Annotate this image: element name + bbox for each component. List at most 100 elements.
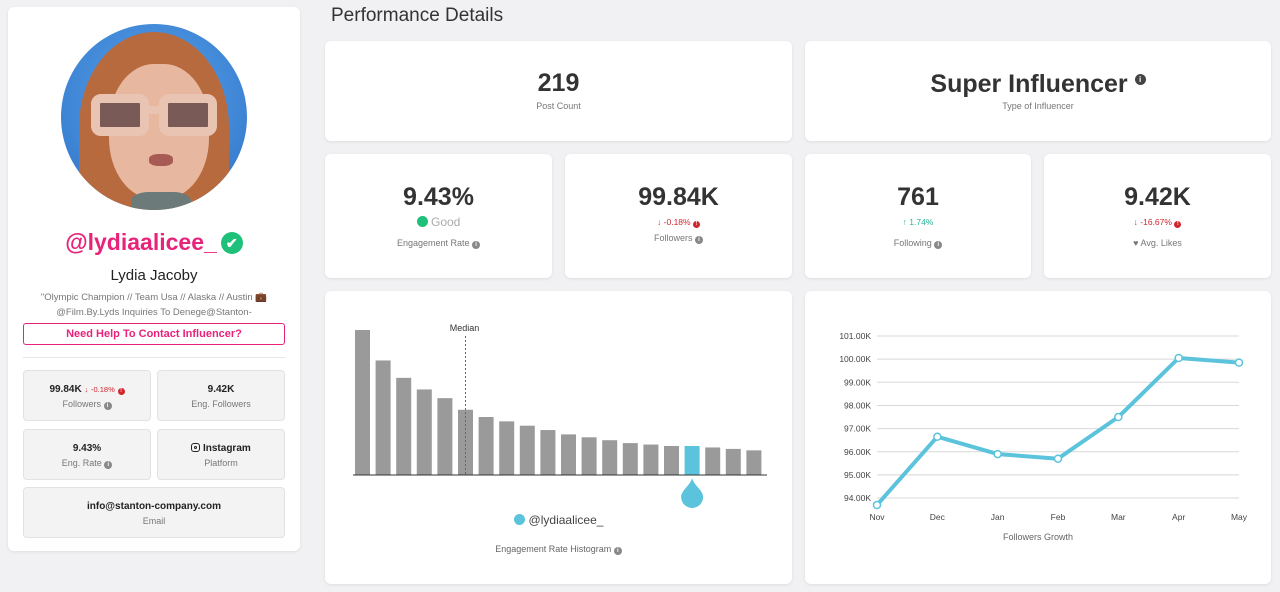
- avg-likes-card: 9.42K ↓ -16.67% ! ♥ Avg. Likes: [1044, 154, 1271, 278]
- y-tick-label: 101.00K: [839, 331, 871, 341]
- profile-handle-row: @lydiaalicee_ ✔: [8, 229, 300, 256]
- engagement-rate-card: 9.43% Good Engagement Rate i: [325, 154, 552, 278]
- stat-eng-followers-label: Eng. Followers: [191, 399, 251, 409]
- histogram-bar[interactable]: [478, 417, 494, 475]
- x-tick-label: Dec: [930, 512, 946, 522]
- histogram-legend[interactable]: @lydiaalicee_: [325, 513, 792, 527]
- stat-eng-followers-value: 9.42K: [207, 384, 235, 395]
- avg-likes-value: 9.42K: [1124, 183, 1191, 211]
- histogram-bar[interactable]: [705, 447, 721, 475]
- y-tick-label: 97.00K: [844, 424, 871, 434]
- legend-label: @lydiaalicee_: [528, 513, 604, 527]
- info-icon[interactable]: i: [695, 236, 704, 244]
- data-point[interactable]: [993, 449, 1002, 459]
- histogram-card: Median @lydiaalicee_ Engagement Rate His…: [325, 291, 792, 584]
- post-count-value: 219: [537, 69, 580, 97]
- histogram-bar[interactable]: [664, 446, 679, 475]
- following-label: Following: [893, 238, 932, 248]
- data-point[interactable]: [1053, 454, 1063, 463]
- data-point[interactable]: [1174, 353, 1183, 363]
- arrow-down-icon: ↓: [84, 385, 89, 394]
- followers-growth-card: 94.00K 95.00K 96.00K 97.00K 98.00K 99.00K 100.…: [805, 291, 1271, 584]
- x-tick-label: Mar: [1111, 512, 1126, 522]
- histogram-bar[interactable]: [725, 448, 741, 475]
- info-icon[interactable]: i: [103, 402, 112, 410]
- y-tick-label: 99.00K: [844, 377, 871, 387]
- info-icon[interactable]: i: [934, 241, 943, 249]
- engagement-quality-row: Good: [325, 215, 552, 229]
- histogram-bar[interactable]: [581, 437, 597, 475]
- x-tick-label: Apr: [1172, 512, 1185, 522]
- followers-growth-title: Followers Growth: [1002, 532, 1074, 542]
- y-tick-label: 98.00K: [844, 400, 871, 410]
- followers-change-row: ↓ -0.18% !: [565, 217, 792, 228]
- stat-eng-rate-value: 9.43%: [72, 443, 102, 454]
- histogram-bar[interactable]: [437, 398, 453, 475]
- histogram-bar-highlight[interactable]: [684, 446, 700, 475]
- profile-name: Lydia Jacoby: [110, 267, 198, 284]
- following-card: 761 ↑ 1.74% Following i: [805, 154, 1031, 278]
- histogram-bar[interactable]: [602, 440, 618, 475]
- arrow-up-icon: ↑: [902, 217, 907, 227]
- stat-platform-label: Platform: [204, 458, 238, 468]
- influencer-type-value: Super Influencer: [930, 70, 1128, 98]
- info-icon[interactable]: i: [613, 547, 622, 555]
- y-tick-label: 100.00K: [839, 354, 871, 364]
- bio-line-1: "Olympic Champion // Team Usa // Alaska …: [40, 292, 268, 303]
- stat-email-value[interactable]: info@stanton-company.com: [86, 501, 221, 512]
- influencer-type-label: Type of Influencer: [1002, 101, 1074, 111]
- followers-growth-chart: 94.00K 95.00K 96.00K 97.00K 98.00K 99.00K 100.…: [839, 331, 1247, 522]
- x-tick-label: Nov: [869, 512, 885, 522]
- histogram-bar[interactable]: [622, 443, 638, 475]
- influencer-type-row: Super Influencer i: [805, 70, 1271, 99]
- profile-handle[interactable]: @lydiaalicee_: [65, 229, 217, 255]
- contact-influencer-button[interactable]: Need Help To Contact Influencer?: [23, 323, 285, 345]
- following-label-row: Following i: [805, 238, 1031, 249]
- followers-label: Followers: [653, 233, 693, 243]
- highlight-marker: [681, 478, 704, 508]
- stat-eng-rate: 9.43% Eng. Rate i: [23, 429, 151, 480]
- info-icon[interactable]: i: [1134, 74, 1146, 85]
- data-point[interactable]: [1114, 412, 1123, 422]
- y-tick-label: 94.00K: [844, 493, 871, 503]
- histogram-bar[interactable]: [499, 421, 515, 475]
- data-point[interactable]: [1234, 358, 1244, 367]
- arrow-down-icon: ↓: [1133, 217, 1138, 227]
- engagement-rate-label: Engagement Rate: [396, 238, 470, 248]
- good-status-icon: [416, 216, 428, 227]
- followers-change: -0.18%: [663, 217, 691, 227]
- following-change: 1.74%: [909, 217, 934, 227]
- page-title: Performance Details: [331, 5, 504, 26]
- histogram-bar[interactable]: [458, 409, 473, 475]
- data-point[interactable]: [872, 500, 882, 510]
- stat-followers-value: 99.84K: [49, 384, 82, 395]
- info-icon[interactable]: i: [472, 241, 481, 249]
- alert-icon: !: [692, 221, 700, 228]
- stat-platform: Instagram Platform: [157, 429, 285, 480]
- histogram-bar[interactable]: [375, 360, 391, 475]
- stat-followers: 99.84K ↓ -0.18% ! Followers i: [23, 370, 151, 421]
- arrow-down-icon: ↓: [657, 217, 662, 227]
- x-tick-label: Jan: [991, 512, 1005, 522]
- data-point[interactable]: [933, 432, 942, 441]
- histogram-bar[interactable]: [561, 434, 576, 475]
- profile-card: @lydiaalicee_ ✔ Lydia Jacoby "Olympic Cha…: [8, 7, 300, 551]
- stat-eng-rate-label: Eng. Rate: [61, 458, 102, 468]
- stat-email: info@stanton-company.com Email: [23, 487, 285, 538]
- avg-likes-change-row: ↓ -16.67% !: [1044, 217, 1271, 228]
- histogram-bar[interactable]: [416, 389, 432, 475]
- histogram-bar[interactable]: [355, 330, 370, 475]
- stat-platform-value: Instagram: [202, 443, 251, 454]
- followers-series-line: [875, 355, 1240, 507]
- histogram-bar[interactable]: [396, 377, 412, 475]
- histogram-bar[interactable]: [746, 450, 762, 475]
- stat-followers-change: -0.18%: [91, 385, 115, 394]
- divider: [23, 357, 285, 358]
- info-icon[interactable]: i: [104, 461, 113, 469]
- followers-card: 99.84K ↓ -0.18% ! Followers i: [565, 154, 792, 278]
- histogram-bar[interactable]: [540, 430, 556, 475]
- histogram-bar[interactable]: [519, 425, 535, 475]
- influencer-type-card: Super Influencer i Type of Influencer: [805, 41, 1271, 141]
- y-tick-label: 96.00K: [844, 447, 871, 457]
- histogram-bar[interactable]: [643, 444, 659, 475]
